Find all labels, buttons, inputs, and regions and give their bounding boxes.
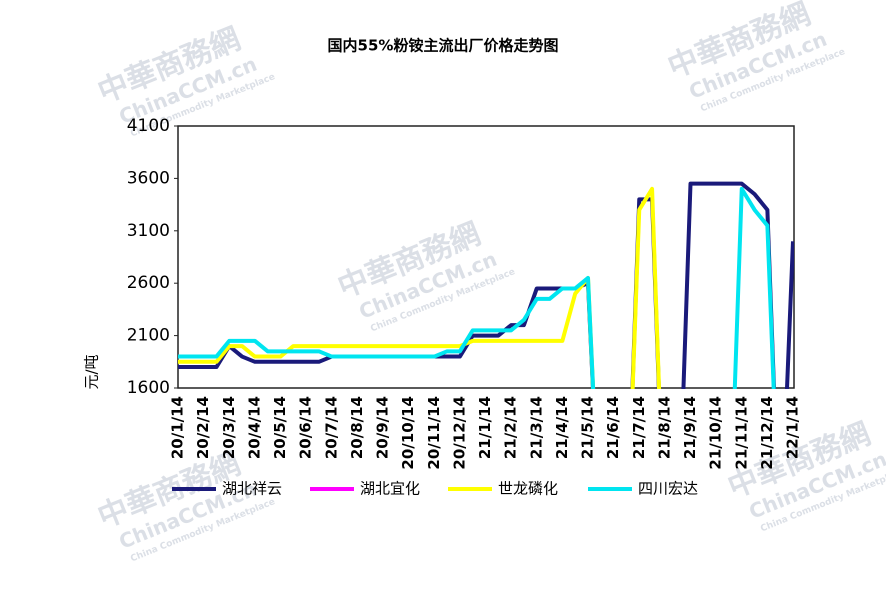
x-tick-label: 20/4/14 [245,396,263,459]
x-tick-label: 21/1/14 [476,396,494,459]
x-tick-label: 22/1/14 [784,396,802,459]
x-tick-label: 20/6/14 [297,396,315,459]
y-tick-label: 2600 [127,273,170,293]
y-axis-label: 元/吨 [83,354,101,389]
x-tick-label: 20/2/14 [194,396,212,459]
x-tick-label: 20/1/14 [169,396,187,459]
y-tick-label: 4100 [127,116,170,136]
x-tick-label: 21/4/14 [553,396,571,459]
y-tick-label: 3600 [127,168,170,188]
legend-label: 湖北宜化 [360,480,420,498]
line-series [178,186,662,389]
y-tick-label: 3100 [127,221,170,241]
x-tick-label: 21/3/14 [527,396,545,459]
y-tick-label: 2100 [127,326,170,346]
legend-label: 湖北祥云 [222,480,282,498]
x-tick-label: 21/8/14 [655,396,673,459]
legend-label: 世龙磷化 [498,480,558,498]
x-tick-label: 21/9/14 [681,396,699,459]
x-tick-label: 20/3/14 [220,396,238,459]
x-tick-label: 21/12/14 [758,396,776,470]
chart-title: 国内55%粉铵主流出厂价格走势图 [328,37,559,55]
x-tick-label: 20/7/14 [322,396,340,459]
x-tick-label: 20/8/14 [348,396,366,459]
x-tick-label: 20/12/14 [450,396,468,470]
plot-area [178,181,794,389]
x-tick-label: 20/11/14 [425,396,443,470]
line-series [178,186,776,389]
x-tick-label: 21/6/14 [604,396,622,459]
x-tick-label: 20/10/14 [399,396,417,470]
line-series [178,181,794,389]
x-tick-label: 20/5/14 [271,396,289,459]
x-tick-label: 21/10/14 [707,396,725,470]
x-tick-label: 21/5/14 [579,396,597,459]
legend-label: 四川宏达 [638,480,698,498]
y-tick-label: 1600 [127,378,170,398]
x-tick-label: 21/7/14 [630,396,648,459]
x-tick-label: 21/11/14 [732,396,750,470]
x-tick-label: 20/9/14 [374,396,392,459]
x-tick-label: 21/2/14 [502,396,520,459]
